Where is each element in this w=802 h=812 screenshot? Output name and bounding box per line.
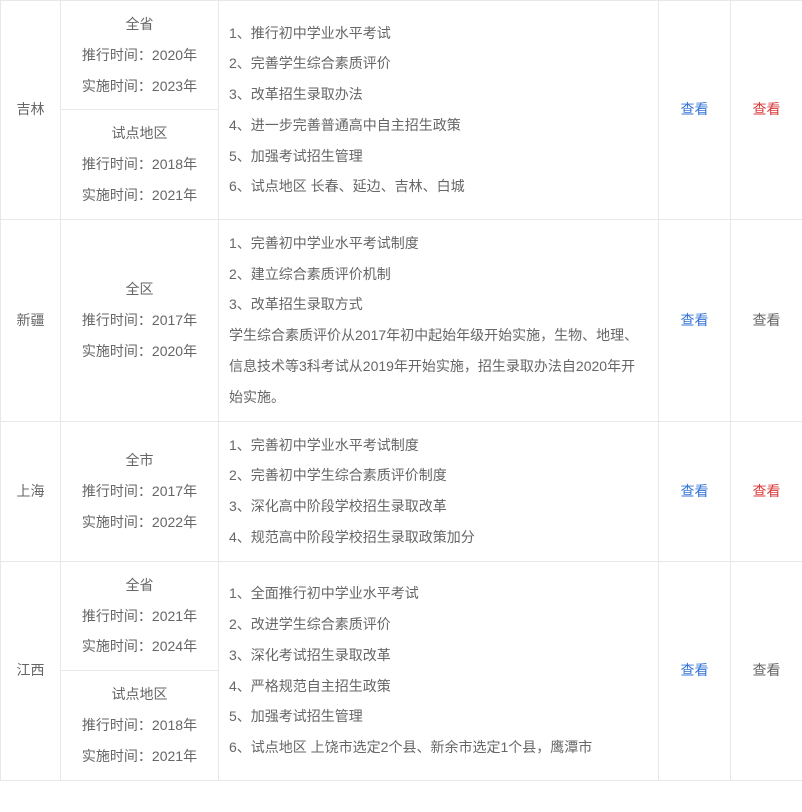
- scope-cell: 试点地区推行时间：2018年实施时间：2021年: [61, 671, 219, 780]
- scope-title: 试点地区: [71, 118, 208, 149]
- content-line: 3、深化考试招生录取改革: [229, 640, 648, 671]
- scope-title: 全市: [71, 445, 208, 476]
- view-link[interactable]: 查看: [681, 483, 709, 499]
- content-line: 6、试点地区 长春、延边、吉林、白城: [229, 171, 648, 202]
- scope-title: 全区: [71, 274, 208, 305]
- province-cell: 江西: [1, 561, 61, 780]
- link-cell: 查看: [659, 421, 731, 561]
- content-line: 3、改革招生录取办法: [229, 79, 648, 110]
- policy-table: 吉林全省推行时间：2020年实施时间：2023年1、推行初中学业水平考试2、完善…: [0, 0, 802, 781]
- content-cell: 1、推行初中学业水平考试2、完善学生综合素质评价3、改革招生录取办法4、进一步完…: [219, 1, 659, 220]
- content-line: 4、规范高中阶段学校招生录取政策加分: [229, 522, 648, 553]
- content-cell: 1、全面推行初中学业水平考试2、改进学生综合素质评价3、深化考试招生录取改革4、…: [219, 561, 659, 780]
- content-line: 5、加强考试招生管理: [229, 701, 648, 732]
- scope-line: 实施时间：2021年: [71, 180, 208, 211]
- content-line: 学生综合素质评价从2017年初中起始年级开始实施，生物、地理、信息技术等3科考试…: [229, 320, 648, 412]
- scope-cell: 全区推行时间：2017年实施时间：2020年: [61, 219, 219, 421]
- scope-line: 实施时间：2022年: [71, 507, 208, 538]
- content-line: 1、完善初中学业水平考试制度: [229, 430, 648, 461]
- content-line: 1、完善初中学业水平考试制度: [229, 228, 648, 259]
- link-cell: 查看: [659, 1, 731, 220]
- scope-line: 推行时间：2018年: [71, 710, 208, 741]
- table-row: 江西全省推行时间：2021年实施时间：2024年1、全面推行初中学业水平考试2、…: [1, 561, 802, 670]
- view-link[interactable]: 查看: [753, 662, 781, 678]
- content-line: 4、严格规范自主招生政策: [229, 671, 648, 702]
- scope-cell: 全省推行时间：2021年实施时间：2024年: [61, 561, 219, 670]
- content-line: 1、全面推行初中学业水平考试: [229, 578, 648, 609]
- content-line: 5、加强考试招生管理: [229, 141, 648, 172]
- scope-line: 实施时间：2024年: [71, 631, 208, 662]
- content-line: 4、进一步完善普通高中自主招生政策: [229, 110, 648, 141]
- content-line: 2、建立综合素质评价机制: [229, 259, 648, 290]
- scope-line: 推行时间：2018年: [71, 149, 208, 180]
- scope-line: 实施时间：2020年: [71, 336, 208, 367]
- table-row: 吉林全省推行时间：2020年实施时间：2023年1、推行初中学业水平考试2、完善…: [1, 1, 802, 110]
- view-link[interactable]: 查看: [681, 312, 709, 328]
- link-cell: 查看: [731, 561, 802, 780]
- scope-title: 全省: [71, 570, 208, 601]
- scope-line: 推行时间：2017年: [71, 305, 208, 336]
- content-cell: 1、完善初中学业水平考试制度2、完善初中学生综合素质评价制度3、深化高中阶段学校…: [219, 421, 659, 561]
- scope-title: 全省: [71, 9, 208, 40]
- scope-title: 试点地区: [71, 679, 208, 710]
- view-link[interactable]: 查看: [753, 312, 781, 328]
- table-row: 上海全市推行时间：2017年实施时间：2022年1、完善初中学业水平考试制度2、…: [1, 421, 802, 561]
- link-cell: 查看: [731, 219, 802, 421]
- content-line: 3、改革招生录取方式: [229, 289, 648, 320]
- province-cell: 吉林: [1, 1, 61, 220]
- scope-cell: 全市推行时间：2017年实施时间：2022年: [61, 421, 219, 561]
- link-cell: 查看: [659, 561, 731, 780]
- view-link[interactable]: 查看: [681, 662, 709, 678]
- scope-cell: 全省推行时间：2020年实施时间：2023年: [61, 1, 219, 110]
- content-cell: 1、完善初中学业水平考试制度2、建立综合素质评价机制3、改革招生录取方式学生综合…: [219, 219, 659, 421]
- scope-line: 推行时间：2021年: [71, 601, 208, 632]
- content-line: 2、完善初中学生综合素质评价制度: [229, 460, 648, 491]
- content-line: 2、改进学生综合素质评价: [229, 609, 648, 640]
- content-line: 1、推行初中学业水平考试: [229, 18, 648, 49]
- link-cell: 查看: [731, 421, 802, 561]
- view-link[interactable]: 查看: [753, 483, 781, 499]
- content-line: 3、深化高中阶段学校招生录取改革: [229, 491, 648, 522]
- province-cell: 上海: [1, 421, 61, 561]
- scope-cell: 试点地区推行时间：2018年实施时间：2021年: [61, 110, 219, 219]
- scope-line: 推行时间：2020年: [71, 40, 208, 71]
- content-line: 2、完善学生综合素质评价: [229, 48, 648, 79]
- scope-line: 推行时间：2017年: [71, 476, 208, 507]
- link-cell: 查看: [659, 219, 731, 421]
- view-link[interactable]: 查看: [681, 101, 709, 117]
- table-row: 新疆全区推行时间：2017年实施时间：2020年1、完善初中学业水平考试制度2、…: [1, 219, 802, 421]
- scope-line: 实施时间：2023年: [71, 71, 208, 102]
- view-link[interactable]: 查看: [753, 101, 781, 117]
- link-cell: 查看: [731, 1, 802, 220]
- province-cell: 新疆: [1, 219, 61, 421]
- content-line: 6、试点地区 上饶市选定2个县、新余市选定1个县，鹰潭市: [229, 732, 648, 763]
- scope-line: 实施时间：2021年: [71, 741, 208, 772]
